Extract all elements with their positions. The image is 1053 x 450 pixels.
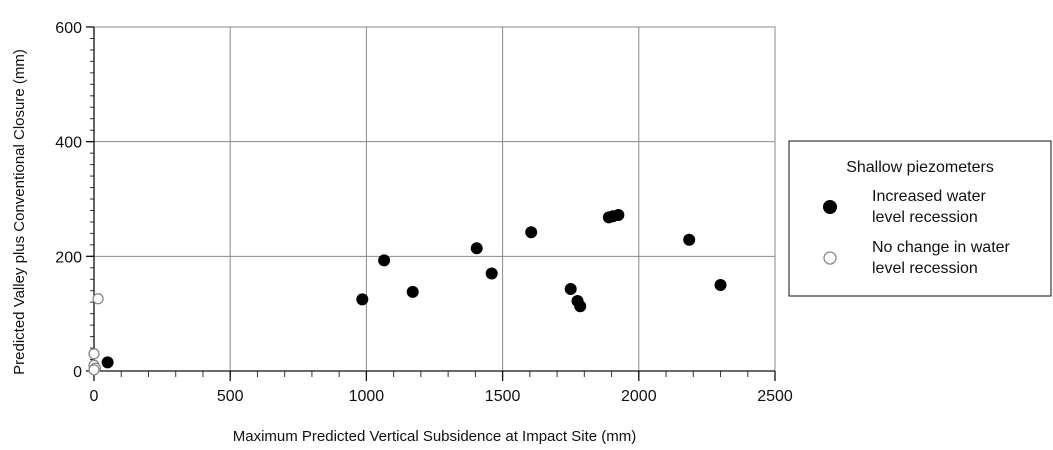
data-point xyxy=(485,267,498,280)
y-axis-title: Predicted Valley plus Conventional Closu… xyxy=(11,49,28,375)
x-axis-title: Maximum Predicted Vertical Subsidence at… xyxy=(233,428,636,445)
legend-marker-filled xyxy=(823,200,837,214)
data-point xyxy=(406,285,419,298)
x-tick-label: 1000 xyxy=(349,388,385,405)
axes xyxy=(86,26,776,381)
plot-frame xyxy=(93,26,776,372)
data-point xyxy=(714,279,727,291)
data-point xyxy=(564,283,577,296)
data-point xyxy=(356,293,369,306)
grid-lines xyxy=(94,26,776,371)
legend-label-nochange-line2: level recession xyxy=(872,260,978,277)
x-tick-label: 0 xyxy=(90,388,99,405)
data-points xyxy=(88,209,727,376)
data-point xyxy=(92,293,104,305)
y-tick-label: 600 xyxy=(55,20,82,37)
data-point xyxy=(683,233,696,246)
legend-label-nochange-line1: No change in water xyxy=(872,239,1011,256)
data-point xyxy=(612,209,625,222)
x-tick-label: 2000 xyxy=(621,388,657,405)
data-point xyxy=(525,226,538,239)
x-tick-label: 1500 xyxy=(485,388,521,405)
data-point xyxy=(88,348,100,360)
x-tick-label: 500 xyxy=(217,388,244,405)
legend-label-increased-line1: Increased water xyxy=(872,188,987,205)
y-tick-label: 400 xyxy=(55,135,82,152)
y-tick-label: 0 xyxy=(73,364,82,381)
tick-labels: 0 500 1000 1500 2000 2500 0 200 400 600 xyxy=(55,20,793,405)
data-point xyxy=(470,242,483,255)
legend-box xyxy=(788,140,1052,297)
data-point xyxy=(574,300,587,313)
y-tick-label: 200 xyxy=(55,249,82,266)
legend: Shallow piezometers Increased water leve… xyxy=(788,140,1052,297)
data-point xyxy=(101,356,114,369)
data-point xyxy=(88,364,100,376)
legend-marker-open xyxy=(823,251,837,265)
legend-title: Shallow piezometers xyxy=(846,159,994,176)
x-tick-label: 2500 xyxy=(757,388,793,405)
data-point xyxy=(378,254,391,267)
legend-label-increased-line2: level recession xyxy=(872,209,978,226)
